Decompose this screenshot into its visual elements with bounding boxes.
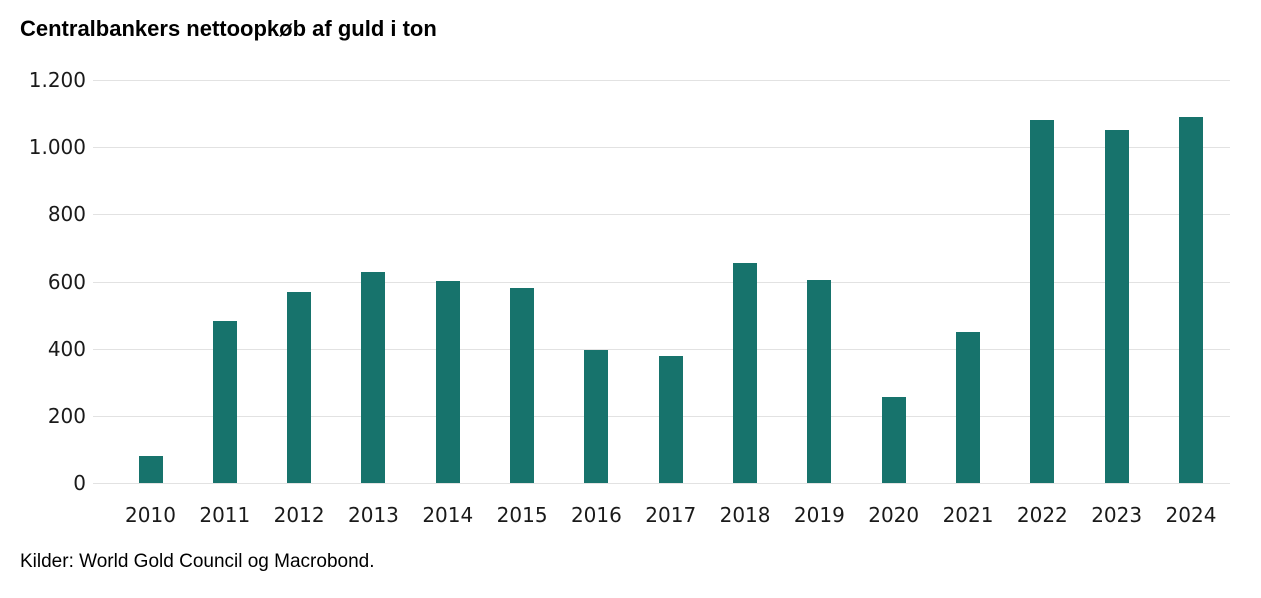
y-axis-tick-label: 0 [73,471,86,495]
x-axis-tick-label: 2011 [199,503,251,527]
bar-2024 [1178,117,1203,483]
bar-2013 [361,271,386,483]
bar-2021 [956,331,981,483]
bar-2017 [658,355,683,483]
chart-title: Centralbankers nettoopkøb af guld i ton [20,16,437,41]
gridline [93,80,1230,81]
bar-2019 [807,279,832,483]
bar-2011 [212,321,237,483]
y-axis-tick-label: 1.000 [28,135,86,160]
source-caption: Kilder: World Gold Council og Macrobond. [20,551,375,572]
x-axis-tick-label: 2017 [645,503,697,527]
x-axis-tick-label: 2023 [1091,503,1143,527]
y-axis-tick-label: 200 [47,403,86,428]
bar-2015 [510,288,535,483]
y-axis-tick-label: 1.200 [28,68,86,92]
bar-2016 [584,350,609,483]
x-axis-tick-label: 2012 [273,503,325,527]
bar-2014 [435,281,460,483]
x-axis-tick-label: 2016 [570,503,622,527]
gridline [93,147,1230,149]
x-axis-tick-label: 2022 [1016,503,1068,527]
x-axis-tick-label: 2010 [125,503,176,527]
bar-2022 [1030,119,1055,483]
gridline [93,483,1230,484]
bar-2018 [733,262,758,483]
gridline [93,281,1230,283]
bar-2012 [287,291,312,483]
x-axis-tick-label: 2014 [422,503,474,527]
gridline [93,348,1230,350]
y-axis-tick-label: 400 [47,336,86,361]
bar-2010 [138,456,163,483]
y-axis-tick-label: 600 [47,269,86,294]
x-axis-tick-label: 2018 [719,503,771,527]
x-axis-tick-label: 2021 [942,503,994,527]
x-axis-tick-label: 2020 [868,503,920,527]
y-axis-tick-label: 800 [47,202,86,227]
x-axis-tick-label: 2019 [793,503,845,527]
x-axis-tick-label: 2015 [496,503,548,527]
bar-2020 [881,397,906,483]
x-axis-tick-label: 2024 [1165,503,1217,527]
bar-2023 [1104,130,1129,483]
gridline [93,214,1230,216]
x-axis-tick-label: 2013 [348,503,399,527]
